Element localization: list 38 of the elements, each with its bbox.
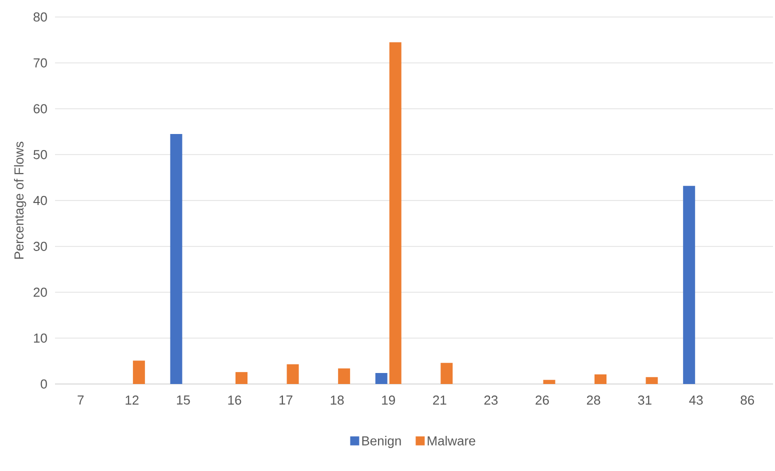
bar: [132, 360, 145, 384]
x-tick-label: 26: [536, 396, 549, 405]
legend-label: Malware: [428, 436, 476, 446]
y-tick-label: 0: [40, 379, 47, 389]
bar: [236, 372, 248, 384]
x-tick-label: 31: [638, 396, 652, 405]
y-tick-label: 60: [34, 104, 47, 114]
x-tick-label: 12: [126, 396, 138, 405]
x-tick-label: 15: [176, 396, 190, 405]
x-tick-label: 16: [228, 396, 242, 405]
bar: [286, 364, 299, 384]
x-tick-label: 17: [280, 396, 292, 404]
y-tick-label: 10: [34, 334, 47, 343]
x-tick-label: 23: [484, 396, 498, 405]
bar: [683, 186, 696, 384]
bar: [338, 368, 350, 384]
x-tick-label: 21: [433, 396, 446, 405]
y-axis-title: Percentage of Flows: [14, 142, 26, 259]
y-tick-label: 70: [34, 58, 47, 68]
x-tick-label: 43: [689, 396, 703, 405]
y-tick-label: 20: [34, 288, 47, 297]
bar: [543, 380, 556, 384]
x-tick-label: 86: [740, 396, 754, 405]
bar: [440, 362, 453, 384]
legend-label: Benign: [362, 436, 401, 448]
y-tick-label: 30: [34, 242, 47, 251]
bar: [594, 374, 607, 384]
bar: [170, 134, 182, 384]
y-tick-label: 50: [34, 150, 47, 160]
y-tick-label: 40: [33, 196, 47, 206]
bar: [389, 42, 402, 384]
bar: [375, 372, 388, 384]
x-tick-label: 19: [382, 396, 395, 405]
bar: [646, 377, 658, 384]
x-tick-label: 7: [78, 396, 84, 404]
y-tick-label: 80: [34, 12, 47, 22]
x-tick-label: 18: [330, 396, 344, 405]
x-tick-label: 28: [586, 396, 600, 405]
